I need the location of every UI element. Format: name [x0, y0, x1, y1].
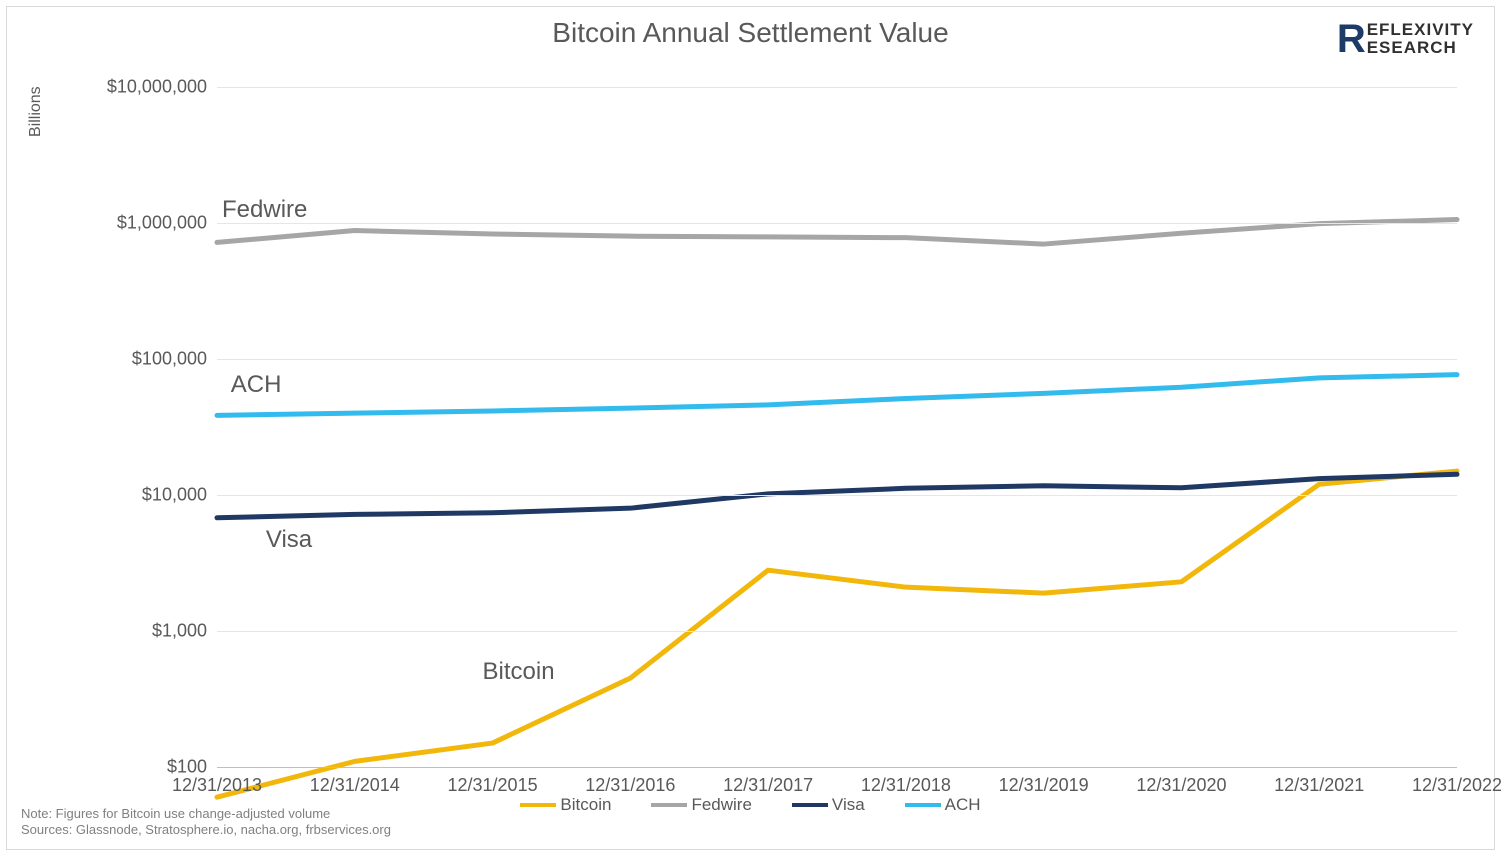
legend-label: ACH	[945, 795, 981, 815]
legend-label: Bitcoin	[560, 795, 611, 815]
x-tick-label: 12/31/2016	[585, 775, 675, 796]
legend-item-ach: ACH	[905, 795, 981, 815]
x-tick-label: 12/31/2020	[1136, 775, 1226, 796]
lines-svg	[217, 87, 1457, 767]
x-tick-label: 12/31/2013	[172, 775, 262, 796]
gridline	[217, 631, 1457, 632]
gridline	[217, 495, 1457, 496]
y-tick-label: $1,000,000	[77, 213, 207, 234]
gridline	[217, 359, 1457, 360]
x-tick-label: 12/31/2017	[723, 775, 813, 796]
legend-label: Fedwire	[691, 795, 751, 815]
chart-title: Bitcoin Annual Settlement Value	[7, 17, 1494, 49]
legend-swatch	[520, 803, 556, 807]
legend-swatch	[651, 803, 687, 807]
x-tick-label: 12/31/2019	[999, 775, 1089, 796]
logo-letter: R	[1337, 19, 1365, 59]
gridline	[217, 767, 1457, 768]
y-tick-label: $10,000,000	[77, 77, 207, 98]
series-line-ach	[217, 375, 1457, 416]
series-line-visa	[217, 474, 1457, 517]
series-label-visa: Visa	[266, 526, 312, 554]
brand-logo: R EFLEXIVITY ESEARCH	[1337, 19, 1474, 59]
gridline	[217, 223, 1457, 224]
x-tick-label: 12/31/2015	[448, 775, 538, 796]
x-tick-label: 12/31/2018	[861, 775, 951, 796]
footnote-sources: Sources: Glassnode, Stratosphere.io, nac…	[21, 822, 391, 837]
logo-line-2: ESEARCH	[1367, 39, 1474, 57]
legend-label: Visa	[832, 795, 865, 815]
y-tick-label: $100,000	[77, 349, 207, 370]
series-line-bitcoin	[217, 471, 1457, 797]
y-tick-label: $10,000	[77, 485, 207, 506]
x-tick-label: 12/31/2014	[310, 775, 400, 796]
y-tick-label: $1,000	[77, 621, 207, 642]
y-axis-title: Billions	[27, 86, 45, 137]
x-tick-label: 12/31/2021	[1274, 775, 1364, 796]
series-label-fedwire: Fedwire	[222, 196, 307, 224]
legend-item-visa: Visa	[792, 795, 865, 815]
gridline	[217, 87, 1457, 88]
logo-line-1: EFLEXIVITY	[1367, 21, 1474, 39]
legend-item-bitcoin: Bitcoin	[520, 795, 611, 815]
legend-swatch	[792, 803, 828, 807]
plot-area: $100$1,000$10,000$100,000$1,000,000$10,0…	[217, 87, 1457, 767]
chart-frame: Bitcoin Annual Settlement Value R EFLEXI…	[6, 6, 1495, 850]
series-label-ach: ACH	[231, 371, 282, 399]
series-label-bitcoin: Bitcoin	[483, 658, 555, 686]
legend-item-fedwire: Fedwire	[651, 795, 751, 815]
x-tick-label: 12/31/2022	[1412, 775, 1501, 796]
footnote-note: Note: Figures for Bitcoin use change-adj…	[21, 806, 330, 821]
legend-swatch	[905, 803, 941, 807]
